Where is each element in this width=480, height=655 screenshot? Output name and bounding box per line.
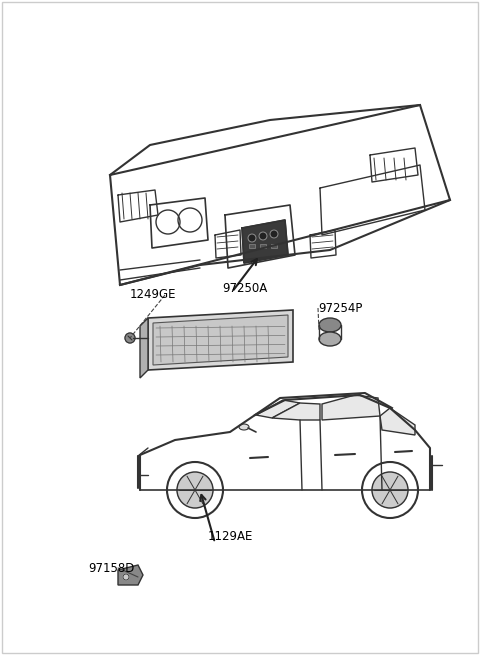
Bar [271,244,277,248]
Circle shape [372,472,408,508]
Polygon shape [380,408,415,435]
Text: 97250A: 97250A [222,282,267,295]
Text: 97158D: 97158D [88,561,134,574]
Ellipse shape [239,424,249,430]
Circle shape [259,232,267,240]
Ellipse shape [319,318,341,332]
Circle shape [125,333,135,343]
Polygon shape [272,403,320,420]
Circle shape [177,472,213,508]
Polygon shape [148,310,293,370]
Polygon shape [118,565,143,585]
Circle shape [270,230,278,238]
Polygon shape [322,395,380,420]
Text: 1249GE: 1249GE [130,288,177,301]
Polygon shape [140,318,148,378]
Polygon shape [242,220,288,263]
Bar [249,244,255,248]
Text: 1129AE: 1129AE [208,531,253,544]
Text: 97254P: 97254P [318,301,362,314]
Polygon shape [256,400,300,418]
Ellipse shape [319,332,341,346]
Circle shape [123,574,129,580]
Circle shape [248,234,256,242]
Bar [260,244,266,248]
Polygon shape [153,315,288,365]
